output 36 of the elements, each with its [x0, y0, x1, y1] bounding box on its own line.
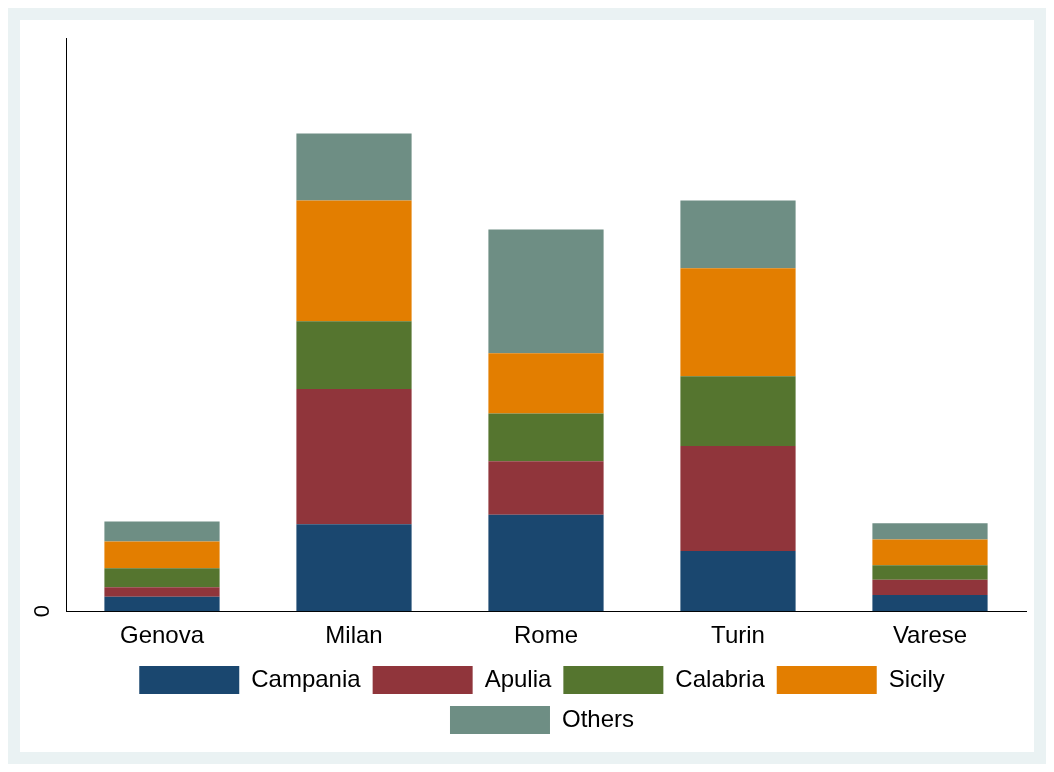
bar	[296, 389, 412, 525]
bar	[872, 565, 988, 580]
bar	[104, 596, 220, 612]
bar	[296, 524, 412, 612]
bar	[488, 353, 604, 414]
legend-label: Campania	[251, 664, 362, 692]
text: 0	[29, 605, 55, 618]
bar	[104, 541, 220, 569]
bar	[104, 568, 220, 588]
legend-label: Calabria	[675, 664, 766, 692]
bar	[680, 445, 796, 552]
x-tick-label: Varese	[892, 621, 968, 649]
bar	[296, 321, 412, 390]
bar	[680, 376, 796, 446]
bar	[488, 413, 604, 462]
bar	[680, 200, 796, 269]
bar	[872, 594, 988, 612]
x-tick-label: Rome	[513, 621, 579, 649]
bar	[680, 551, 796, 612]
x-tick-label: Milan	[325, 621, 383, 649]
bar	[680, 268, 796, 377]
bar	[872, 523, 988, 540]
legend-label: Apulia	[484, 664, 553, 692]
bar	[296, 133, 412, 201]
bar	[872, 579, 988, 595]
legend-label: Others	[561, 704, 635, 732]
bar	[488, 514, 604, 612]
bar	[872, 539, 988, 566]
bar	[296, 200, 412, 322]
bar	[488, 229, 604, 354]
x-tick-label: Genova	[119, 621, 205, 649]
x-tick-label: Turin	[711, 621, 765, 649]
bar	[104, 521, 220, 542]
legend-label: Sicily	[888, 664, 945, 692]
bar	[104, 587, 220, 597]
bar	[488, 461, 604, 515]
